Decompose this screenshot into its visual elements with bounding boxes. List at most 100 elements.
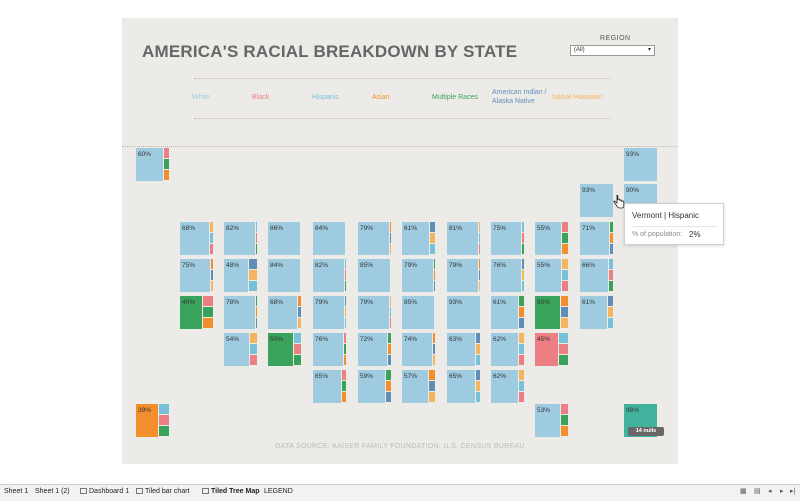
state-tile-percent: 61% xyxy=(404,225,418,232)
state-tile[interactable]: 93% xyxy=(447,296,480,329)
state-tile[interactable]: 54% xyxy=(224,333,257,366)
list-view-icon[interactable]: ▤ xyxy=(754,488,761,495)
state-tile[interactable]: 59% xyxy=(358,370,391,403)
state-tile[interactable]: 61% xyxy=(580,296,613,329)
nulls-badge[interactable]: 14 nulls xyxy=(628,427,664,436)
treemap-block xyxy=(434,270,435,280)
treemap-block-dominant xyxy=(402,259,433,292)
treemap-block-dominant xyxy=(491,296,518,329)
state-tile[interactable]: 61% xyxy=(402,222,435,255)
state-tile[interactable]: 79% xyxy=(358,296,391,329)
treemap-block xyxy=(561,415,568,425)
state-tile[interactable]: 48% xyxy=(224,259,257,292)
state-tile[interactable]: 78% xyxy=(224,296,257,329)
state-tile[interactable]: 60% xyxy=(136,148,169,181)
map-top-divider xyxy=(122,146,678,147)
state-tile[interactable]: 61% xyxy=(491,296,524,329)
treemap-block xyxy=(479,244,480,254)
state-tile[interactable]: 68% xyxy=(180,222,213,255)
state-tile[interactable]: 79% xyxy=(447,259,480,292)
state-tile[interactable]: 39% xyxy=(136,404,169,437)
legend-item-native-hawaiian[interactable]: Native Hawaiian xyxy=(552,94,603,101)
region-filter-dropdown[interactable]: (All) ▾ xyxy=(570,45,655,56)
state-tile[interactable]: 93% xyxy=(580,184,613,217)
treemap-block xyxy=(390,307,391,317)
state-tile[interactable]: 81% xyxy=(447,222,480,255)
state-tile[interactable]: 50% xyxy=(268,333,301,366)
treemap-block xyxy=(434,259,435,269)
state-tile[interactable]: 63% xyxy=(447,333,480,366)
state-tile[interactable]: 50% xyxy=(535,296,568,329)
state-tile-percent: 93% xyxy=(582,187,596,194)
treemap-block xyxy=(345,281,346,291)
treemap-block xyxy=(479,233,480,243)
treemap-block xyxy=(559,355,568,365)
legend-item-white[interactable]: White xyxy=(192,94,210,101)
state-tile-percent: 79% xyxy=(315,299,329,306)
tab-tiled-bar-chart[interactable]: Tiled bar chart xyxy=(136,488,189,495)
state-tile[interactable]: 53% xyxy=(535,404,568,437)
state-tile[interactable]: 68% xyxy=(268,296,301,329)
state-tile[interactable]: 62% xyxy=(491,333,524,366)
tab-tiled-tree-map[interactable]: Tiled Tree Map xyxy=(202,488,260,495)
state-tile[interactable]: 55% xyxy=(535,259,568,292)
treemap-block xyxy=(609,259,613,269)
state-tile[interactable]: 82% xyxy=(313,259,346,292)
state-tile[interactable]: 71% xyxy=(580,222,613,255)
legend-item-american-indian[interactable]: American Indian / Alaska Native xyxy=(492,89,547,105)
state-tile-percent: 79% xyxy=(404,262,418,269)
tab-legend[interactable]: LEGEND xyxy=(264,488,293,495)
dashboard-title: AMERICA'S RACIAL BREAKDOWN BY STATE xyxy=(142,42,518,61)
state-tile[interactable]: 84% xyxy=(313,222,346,255)
state-tile[interactable]: 57% xyxy=(402,370,435,403)
state-tile[interactable]: 62% xyxy=(491,370,524,403)
treemap-block-dominant xyxy=(180,259,210,292)
legend-item-multiple-races[interactable]: Multiple Races xyxy=(432,94,478,101)
state-tile[interactable]: 75% xyxy=(491,222,524,255)
grid-view-icon[interactable]: ▦ xyxy=(740,488,747,495)
state-tile[interactable]: 65% xyxy=(313,370,346,403)
state-tile[interactable]: 75% xyxy=(180,259,213,292)
state-tile[interactable]: 72% xyxy=(358,333,391,366)
treemap-block xyxy=(522,222,524,232)
tooltip-label: % of population: xyxy=(632,231,683,238)
treemap-block xyxy=(609,270,613,280)
prev-tab-icon[interactable]: ◂ xyxy=(768,488,772,495)
state-tile[interactable]: 86% xyxy=(268,222,301,255)
treemap-block xyxy=(159,404,169,414)
state-tile[interactable]: 79% xyxy=(313,296,346,329)
state-tile[interactable]: 85% xyxy=(358,259,391,292)
treemap-block xyxy=(479,259,480,269)
state-tile[interactable]: 79% xyxy=(358,222,391,255)
state-tile[interactable]: 84% xyxy=(268,259,301,292)
legend-item-black[interactable]: Black xyxy=(252,94,270,101)
state-tile[interactable]: 65% xyxy=(447,370,480,403)
state-tile[interactable]: 79% xyxy=(402,259,435,292)
treemap-block-dominant xyxy=(447,259,478,292)
treemap-block xyxy=(294,333,301,343)
state-tile[interactable]: 85% xyxy=(402,296,435,329)
tab-sheet-1-2[interactable]: Sheet 1 (2) xyxy=(35,488,70,495)
treemap-block-dominant xyxy=(180,222,209,255)
tab-sheet-1[interactable]: Sheet 1 xyxy=(4,488,29,495)
state-tile[interactable]: 82% xyxy=(224,222,257,255)
state-tile[interactable]: 76% xyxy=(491,259,524,292)
next-tab-icon[interactable]: ▸ xyxy=(780,488,784,495)
treemap-block-dominant xyxy=(535,222,561,255)
legend-item-asian[interactable]: Asian xyxy=(372,94,390,101)
state-tile[interactable]: 74% xyxy=(402,333,435,366)
legend-item-hispanic[interactable]: Hispanic xyxy=(312,94,339,101)
state-tile[interactable]: 45% xyxy=(535,333,568,366)
treemap-block xyxy=(609,281,613,291)
treemap-block xyxy=(561,426,568,436)
last-tab-icon[interactable]: ▸| xyxy=(790,488,796,495)
state-tile[interactable]: 55% xyxy=(535,222,568,255)
state-tile-percent: 57% xyxy=(404,373,418,380)
treemap-block xyxy=(429,392,435,402)
state-tile[interactable]: 76% xyxy=(313,333,346,366)
state-tile[interactable]: 93% xyxy=(624,148,657,181)
state-tile[interactable]: 40% xyxy=(180,296,213,329)
treemap-block-dominant xyxy=(358,296,389,329)
state-tile[interactable]: 66% xyxy=(580,259,613,292)
tab-dashboard-1[interactable]: Dashboard 1 xyxy=(80,488,129,495)
